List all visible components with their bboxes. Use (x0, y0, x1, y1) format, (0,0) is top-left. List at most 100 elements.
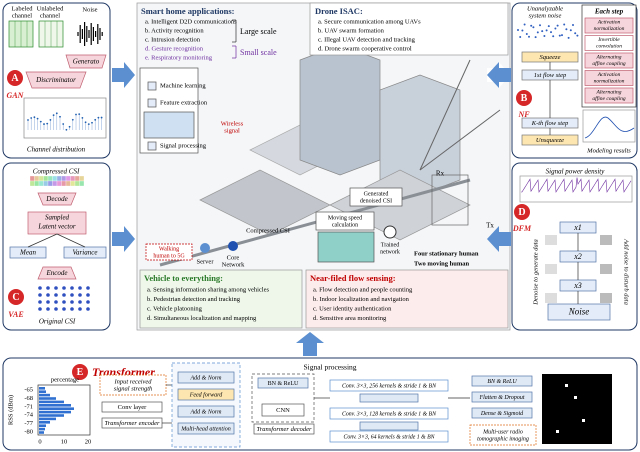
noise-dot (561, 34, 563, 37)
conv-layer (329, 407, 449, 420)
dot (68, 125, 71, 128)
label: Unsqueeze (536, 137, 564, 144)
label: channel (40, 12, 60, 19)
csi-dot (62, 286, 66, 290)
panel (511, 162, 638, 331)
csi-dot (70, 286, 74, 290)
label: -68 (24, 395, 33, 402)
server-icon (200, 243, 210, 253)
step (584, 52, 634, 69)
histogram-bar (39, 427, 45, 431)
csi-dot (54, 293, 58, 297)
dot (87, 123, 90, 126)
noise-dot (523, 23, 526, 26)
label: NF (517, 110, 530, 119)
label: 1st flow step (534, 72, 567, 79)
noise-dot (569, 29, 572, 32)
step (584, 17, 634, 34)
label: Signal power density (546, 168, 606, 176)
generator (65, 54, 107, 69)
noise-box (547, 303, 611, 321)
histogram-bar (39, 407, 74, 410)
csi-dot (54, 307, 58, 311)
csi-cell (43, 180, 49, 187)
label: x3 (573, 281, 582, 290)
csi-cell (47, 175, 53, 182)
csi-dot (46, 293, 50, 297)
label: DFM (512, 224, 532, 233)
tomographic-image (542, 374, 612, 444)
noise-dot (519, 35, 522, 38)
label: Machine learning (160, 82, 206, 89)
label: signal (224, 127, 240, 134)
csi-dot (38, 300, 42, 304)
connector (56, 233, 86, 248)
callout (145, 243, 193, 261)
label: Rx (436, 170, 445, 178)
noise-dot (536, 31, 539, 34)
csi-cell (52, 180, 58, 187)
label: Add & Norm (189, 375, 222, 381)
layer-box (253, 423, 315, 435)
label: tomographic imaging (477, 436, 529, 442)
csi-cell (65, 180, 71, 187)
histogram-bar (39, 431, 44, 434)
decoder (37, 192, 77, 206)
label: -80 (24, 428, 33, 435)
label: a. Intelligent D2D communications (145, 18, 237, 25)
badge (7, 70, 23, 86)
target (574, 396, 577, 399)
arrow (487, 226, 511, 252)
dot (91, 121, 93, 124)
noise-dot (528, 35, 530, 38)
csi-cell (43, 175, 49, 182)
label: Conv layer (118, 404, 148, 411)
label: normalization (594, 78, 625, 84)
core-icon (228, 241, 238, 251)
noise-dot (554, 27, 557, 30)
label: Vehicle to everything: (144, 273, 223, 283)
room (431, 174, 469, 226)
radar-beam (419, 59, 471, 171)
signal-plot (143, 111, 195, 139)
label: Conv. 3×3, 128 kernels & stride 1 & BN (342, 411, 437, 417)
relu-box (359, 421, 419, 431)
badge-letter: C (12, 292, 19, 303)
noise-dot (517, 29, 519, 31)
layer-box (101, 401, 163, 413)
noise-patch (545, 264, 557, 274)
noise-dot (556, 24, 559, 27)
csi-cell (34, 180, 40, 187)
csi-dot (70, 307, 74, 311)
target (582, 419, 585, 422)
label: Each step (594, 8, 624, 16)
label: Smart home applications: (141, 6, 235, 16)
histogram-bar (39, 400, 64, 404)
stack-layer (177, 388, 235, 401)
badge-letter: A (11, 73, 19, 84)
label: Channel distribution (27, 146, 86, 154)
speed-box (315, 211, 375, 231)
noise-dot (521, 29, 524, 32)
label: Encode (46, 269, 68, 277)
noise-dot (576, 34, 579, 37)
connector (27, 233, 58, 248)
label: GAN (7, 91, 25, 100)
noise-dot (545, 29, 548, 32)
csi-dot (54, 300, 58, 304)
csi-dot (78, 286, 82, 290)
noise-dot (532, 26, 535, 29)
label: RSS (dBm) (7, 395, 14, 425)
label: Unanalyzable (527, 5, 563, 12)
step (584, 70, 634, 86)
label: c. Intrusion detection (145, 36, 201, 43)
dot (65, 128, 68, 131)
step (584, 35, 634, 51)
csi-dot (78, 307, 82, 311)
label: Compressed CSI (246, 227, 290, 234)
csi-box (349, 187, 403, 207)
noise-dot (572, 24, 574, 27)
label: Wireless (221, 120, 244, 127)
model-curve (584, 116, 635, 139)
